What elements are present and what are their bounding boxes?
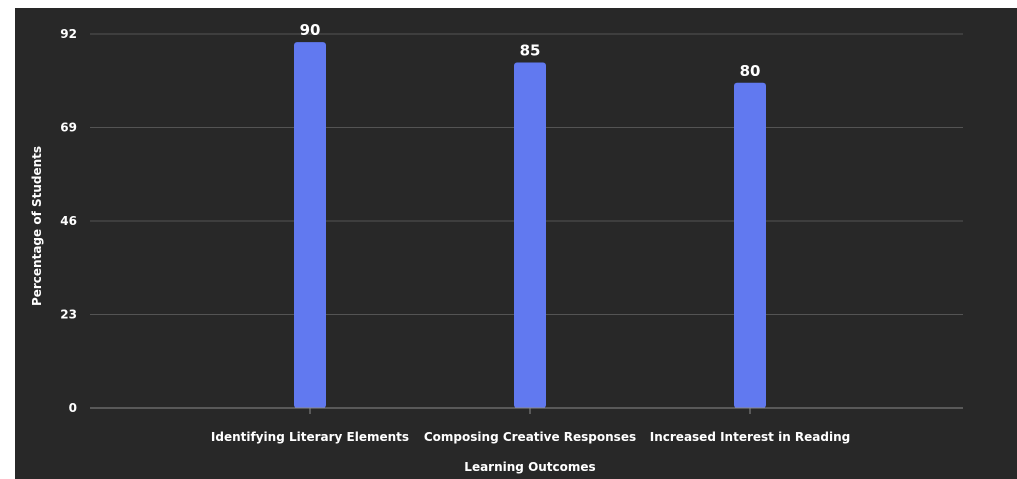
y-tick-labels: 0 23 46 69 92 — [60, 27, 77, 415]
y-axis-title: Percentage of Students — [30, 146, 44, 306]
x-axis — [90, 407, 963, 414]
bar — [294, 42, 326, 409]
data-labels: 90 85 80 — [300, 21, 761, 80]
y-tick-label: 69 — [60, 121, 77, 135]
data-label: 85 — [520, 41, 541, 59]
x-tick-label: Identifying Literary Elements — [211, 430, 409, 444]
data-label: 90 — [300, 21, 321, 39]
x-tick-labels: Identifying Literary Elements Composing C… — [211, 430, 850, 444]
x-tick-label: Increased Interest in Reading — [650, 430, 850, 444]
x-axis-title: Learning Outcomes — [464, 460, 595, 474]
y-tick-label: 23 — [60, 308, 77, 322]
bars — [294, 42, 766, 409]
y-tick-label: 0 — [69, 401, 77, 415]
bar — [734, 82, 766, 409]
bar — [514, 62, 546, 409]
data-label: 80 — [740, 62, 761, 80]
x-tick-label: Composing Creative Responses — [424, 430, 636, 444]
y-tick-label: 46 — [60, 214, 77, 228]
y-tick-label: 92 — [60, 27, 77, 41]
